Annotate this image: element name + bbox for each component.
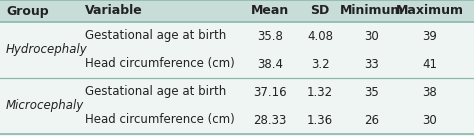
Text: 35.8: 35.8 — [257, 30, 283, 42]
Text: Head circumference (cm): Head circumference (cm) — [85, 58, 235, 70]
Text: 30: 30 — [365, 30, 379, 42]
Text: 30: 30 — [423, 114, 438, 126]
Text: Mean: Mean — [251, 4, 289, 18]
Text: 3.2: 3.2 — [310, 58, 329, 70]
Text: Maximum: Maximum — [396, 4, 464, 18]
Text: 37.16: 37.16 — [253, 86, 287, 98]
Text: 38.4: 38.4 — [257, 58, 283, 70]
Bar — [0, 0, 474, 22]
Text: 38: 38 — [423, 86, 438, 98]
Text: 39: 39 — [422, 30, 438, 42]
Text: SD: SD — [310, 4, 329, 18]
Text: Variable: Variable — [85, 4, 143, 18]
Text: 28.33: 28.33 — [253, 114, 287, 126]
Text: Hydrocephaly: Hydrocephaly — [6, 44, 88, 56]
Text: Gestational age at birth: Gestational age at birth — [85, 86, 226, 98]
Text: 26: 26 — [365, 114, 380, 126]
Text: Head circumference (cm): Head circumference (cm) — [85, 114, 235, 126]
Text: Minimum: Minimum — [340, 4, 404, 18]
Text: 1.36: 1.36 — [307, 114, 333, 126]
Text: 41: 41 — [422, 58, 438, 70]
Text: Group: Group — [6, 4, 49, 18]
Text: 4.08: 4.08 — [307, 30, 333, 42]
Text: 35: 35 — [365, 86, 379, 98]
Text: Gestational age at birth: Gestational age at birth — [85, 30, 226, 42]
Text: Microcephaly: Microcephaly — [6, 100, 84, 112]
Text: 1.32: 1.32 — [307, 86, 333, 98]
Text: 33: 33 — [365, 58, 379, 70]
